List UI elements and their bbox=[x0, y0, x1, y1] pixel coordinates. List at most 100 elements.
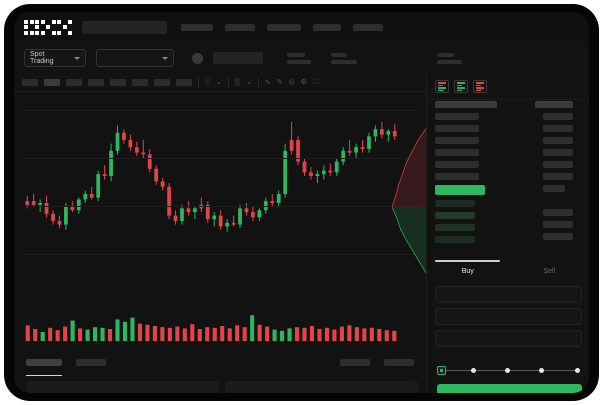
orderbook-header-price bbox=[435, 101, 497, 108]
orderbook-bid-price[interactable] bbox=[435, 224, 475, 231]
volume-series bbox=[25, 315, 397, 341]
toolbar-button-4[interactable] bbox=[88, 79, 104, 86]
toolbar-button-7[interactable] bbox=[154, 79, 170, 86]
orderbook-ask-amount bbox=[543, 125, 573, 132]
orderbook-ask-amount bbox=[543, 173, 573, 180]
price-chart[interactable] bbox=[14, 92, 426, 292]
orderbook-mid-price bbox=[435, 185, 485, 195]
total-field[interactable] bbox=[435, 330, 582, 347]
orderbook-ask-amount bbox=[543, 149, 573, 156]
orderbook-mid-amount bbox=[543, 185, 565, 192]
stat-2 bbox=[331, 52, 357, 64]
submit-buy-button[interactable] bbox=[437, 384, 582, 393]
indicator-dropdown-icon[interactable]: ⌄ bbox=[245, 79, 252, 86]
slider-handle[interactable] bbox=[437, 366, 446, 375]
pair-selector[interactable] bbox=[96, 49, 174, 67]
okx-logo-icon[interactable] bbox=[24, 19, 72, 35]
coin-avatar bbox=[192, 52, 203, 64]
orderbook-bid-amount bbox=[543, 221, 573, 228]
active-tab-underline bbox=[26, 375, 62, 376]
candlestick-series bbox=[25, 122, 397, 232]
bottom-action-1[interactable] bbox=[340, 359, 370, 366]
price-field[interactable] bbox=[435, 286, 582, 303]
orderbook-ask-price[interactable] bbox=[435, 161, 479, 168]
orderbook-ask-amount bbox=[543, 113, 573, 120]
orderbook-bid-price[interactable] bbox=[435, 200, 475, 207]
logo-block-o bbox=[24, 19, 39, 35]
orderbook-bid-price[interactable] bbox=[435, 212, 475, 219]
orderbook-bid-amount bbox=[543, 233, 573, 240]
slider-node-50[interactable] bbox=[505, 367, 510, 373]
chart-toolbar: ░ ⌄ ▒ ⌄ ∿ ✎ ◎ ⚙ ⛶ bbox=[14, 74, 426, 92]
nav-item-3[interactable] bbox=[267, 23, 301, 31]
orderbook-ask-price[interactable] bbox=[435, 173, 479, 180]
orders-content bbox=[26, 381, 418, 393]
bottom-tab-1[interactable] bbox=[26, 359, 62, 366]
bottom-action-2[interactable] bbox=[384, 359, 414, 366]
slider-node-75[interactable] bbox=[539, 367, 544, 373]
indicators-icon[interactable]: ▒ bbox=[234, 79, 240, 86]
percent-slider[interactable] bbox=[437, 366, 582, 376]
toolbar-button-6[interactable] bbox=[132, 79, 148, 86]
toolbar-button-1[interactable] bbox=[22, 79, 38, 86]
orderbook-bid-amount bbox=[543, 209, 573, 216]
orderbook-ask-price[interactable] bbox=[435, 137, 479, 144]
fullscreen-icon[interactable]: ⛶ bbox=[312, 79, 318, 86]
orderbook-price-column bbox=[435, 101, 497, 243]
orderbook-ask-amount bbox=[543, 161, 573, 168]
orderbook-ask-price[interactable] bbox=[435, 113, 479, 120]
orderbook-amount-column bbox=[535, 101, 573, 240]
active-order-tab-underline bbox=[435, 260, 500, 262]
trading-mode-selector[interactable]: Spot Trading bbox=[24, 49, 86, 67]
nav-item-2[interactable] bbox=[225, 23, 255, 31]
orderbook-bid-amount-spacer bbox=[543, 197, 573, 204]
nav-item-5[interactable] bbox=[353, 23, 383, 31]
bottom-panel-right[interactable] bbox=[225, 381, 418, 393]
bottom-panel-left[interactable] bbox=[26, 381, 219, 393]
logo-block-x bbox=[57, 19, 72, 35]
candle-type-icon[interactable]: ░ bbox=[205, 79, 210, 86]
tab-buy[interactable]: Buy bbox=[461, 267, 474, 275]
stat-2-label bbox=[331, 52, 347, 57]
nav-item-1[interactable] bbox=[181, 23, 213, 31]
orderbook-mode-both[interactable] bbox=[435, 80, 449, 93]
toolbar-button-3[interactable] bbox=[66, 79, 82, 86]
timeframe-icon[interactable]: ⌄ bbox=[215, 79, 222, 86]
logo-block-k bbox=[40, 19, 56, 35]
nav-item-4[interactable] bbox=[313, 23, 341, 31]
orderbook-bid-price[interactable] bbox=[435, 236, 475, 243]
pair-header: Spot Trading bbox=[14, 42, 589, 74]
line-tool-icon[interactable]: ∿ bbox=[264, 79, 271, 86]
orderbook-mode-bids[interactable] bbox=[454, 80, 468, 93]
settings-icon[interactable]: ⚙ bbox=[300, 79, 307, 86]
pencil-icon[interactable]: ✎ bbox=[276, 79, 283, 86]
order-form-tabs: Buy Sell bbox=[427, 260, 589, 282]
alert-icon[interactable]: ◎ bbox=[288, 79, 295, 86]
orders-tabs bbox=[14, 353, 426, 366]
orderbook-mode-asks[interactable] bbox=[473, 80, 487, 93]
search-input[interactable] bbox=[82, 20, 167, 34]
toolbar-divider bbox=[227, 78, 229, 87]
orderbook-rows[interactable] bbox=[427, 101, 589, 259]
orderbook-ask-price[interactable] bbox=[435, 149, 479, 156]
chart-gridline bbox=[22, 254, 418, 255]
stat-3-value bbox=[437, 59, 462, 64]
toolbar-button-5[interactable] bbox=[110, 79, 126, 86]
chart-gridline bbox=[22, 206, 418, 207]
tab-sell[interactable]: Sell bbox=[543, 267, 556, 275]
slider-node-25[interactable] bbox=[471, 367, 476, 373]
order-form bbox=[427, 282, 589, 362]
slider-node-100[interactable] bbox=[575, 367, 580, 373]
orderbook-header-amount bbox=[535, 101, 573, 108]
toolbar-button-8[interactable] bbox=[176, 79, 192, 86]
toolbar-button-2[interactable] bbox=[44, 79, 60, 86]
chart-gridline bbox=[22, 110, 418, 111]
stat-3 bbox=[437, 52, 462, 64]
chart-gridline bbox=[22, 158, 418, 159]
orderbook-ask-price[interactable] bbox=[435, 125, 479, 132]
chevron-down-icon bbox=[74, 56, 80, 60]
bottom-tab-2[interactable] bbox=[76, 359, 106, 366]
stat-2-value bbox=[331, 59, 357, 64]
chevron-down-icon bbox=[162, 56, 168, 60]
amount-field[interactable] bbox=[435, 308, 582, 325]
